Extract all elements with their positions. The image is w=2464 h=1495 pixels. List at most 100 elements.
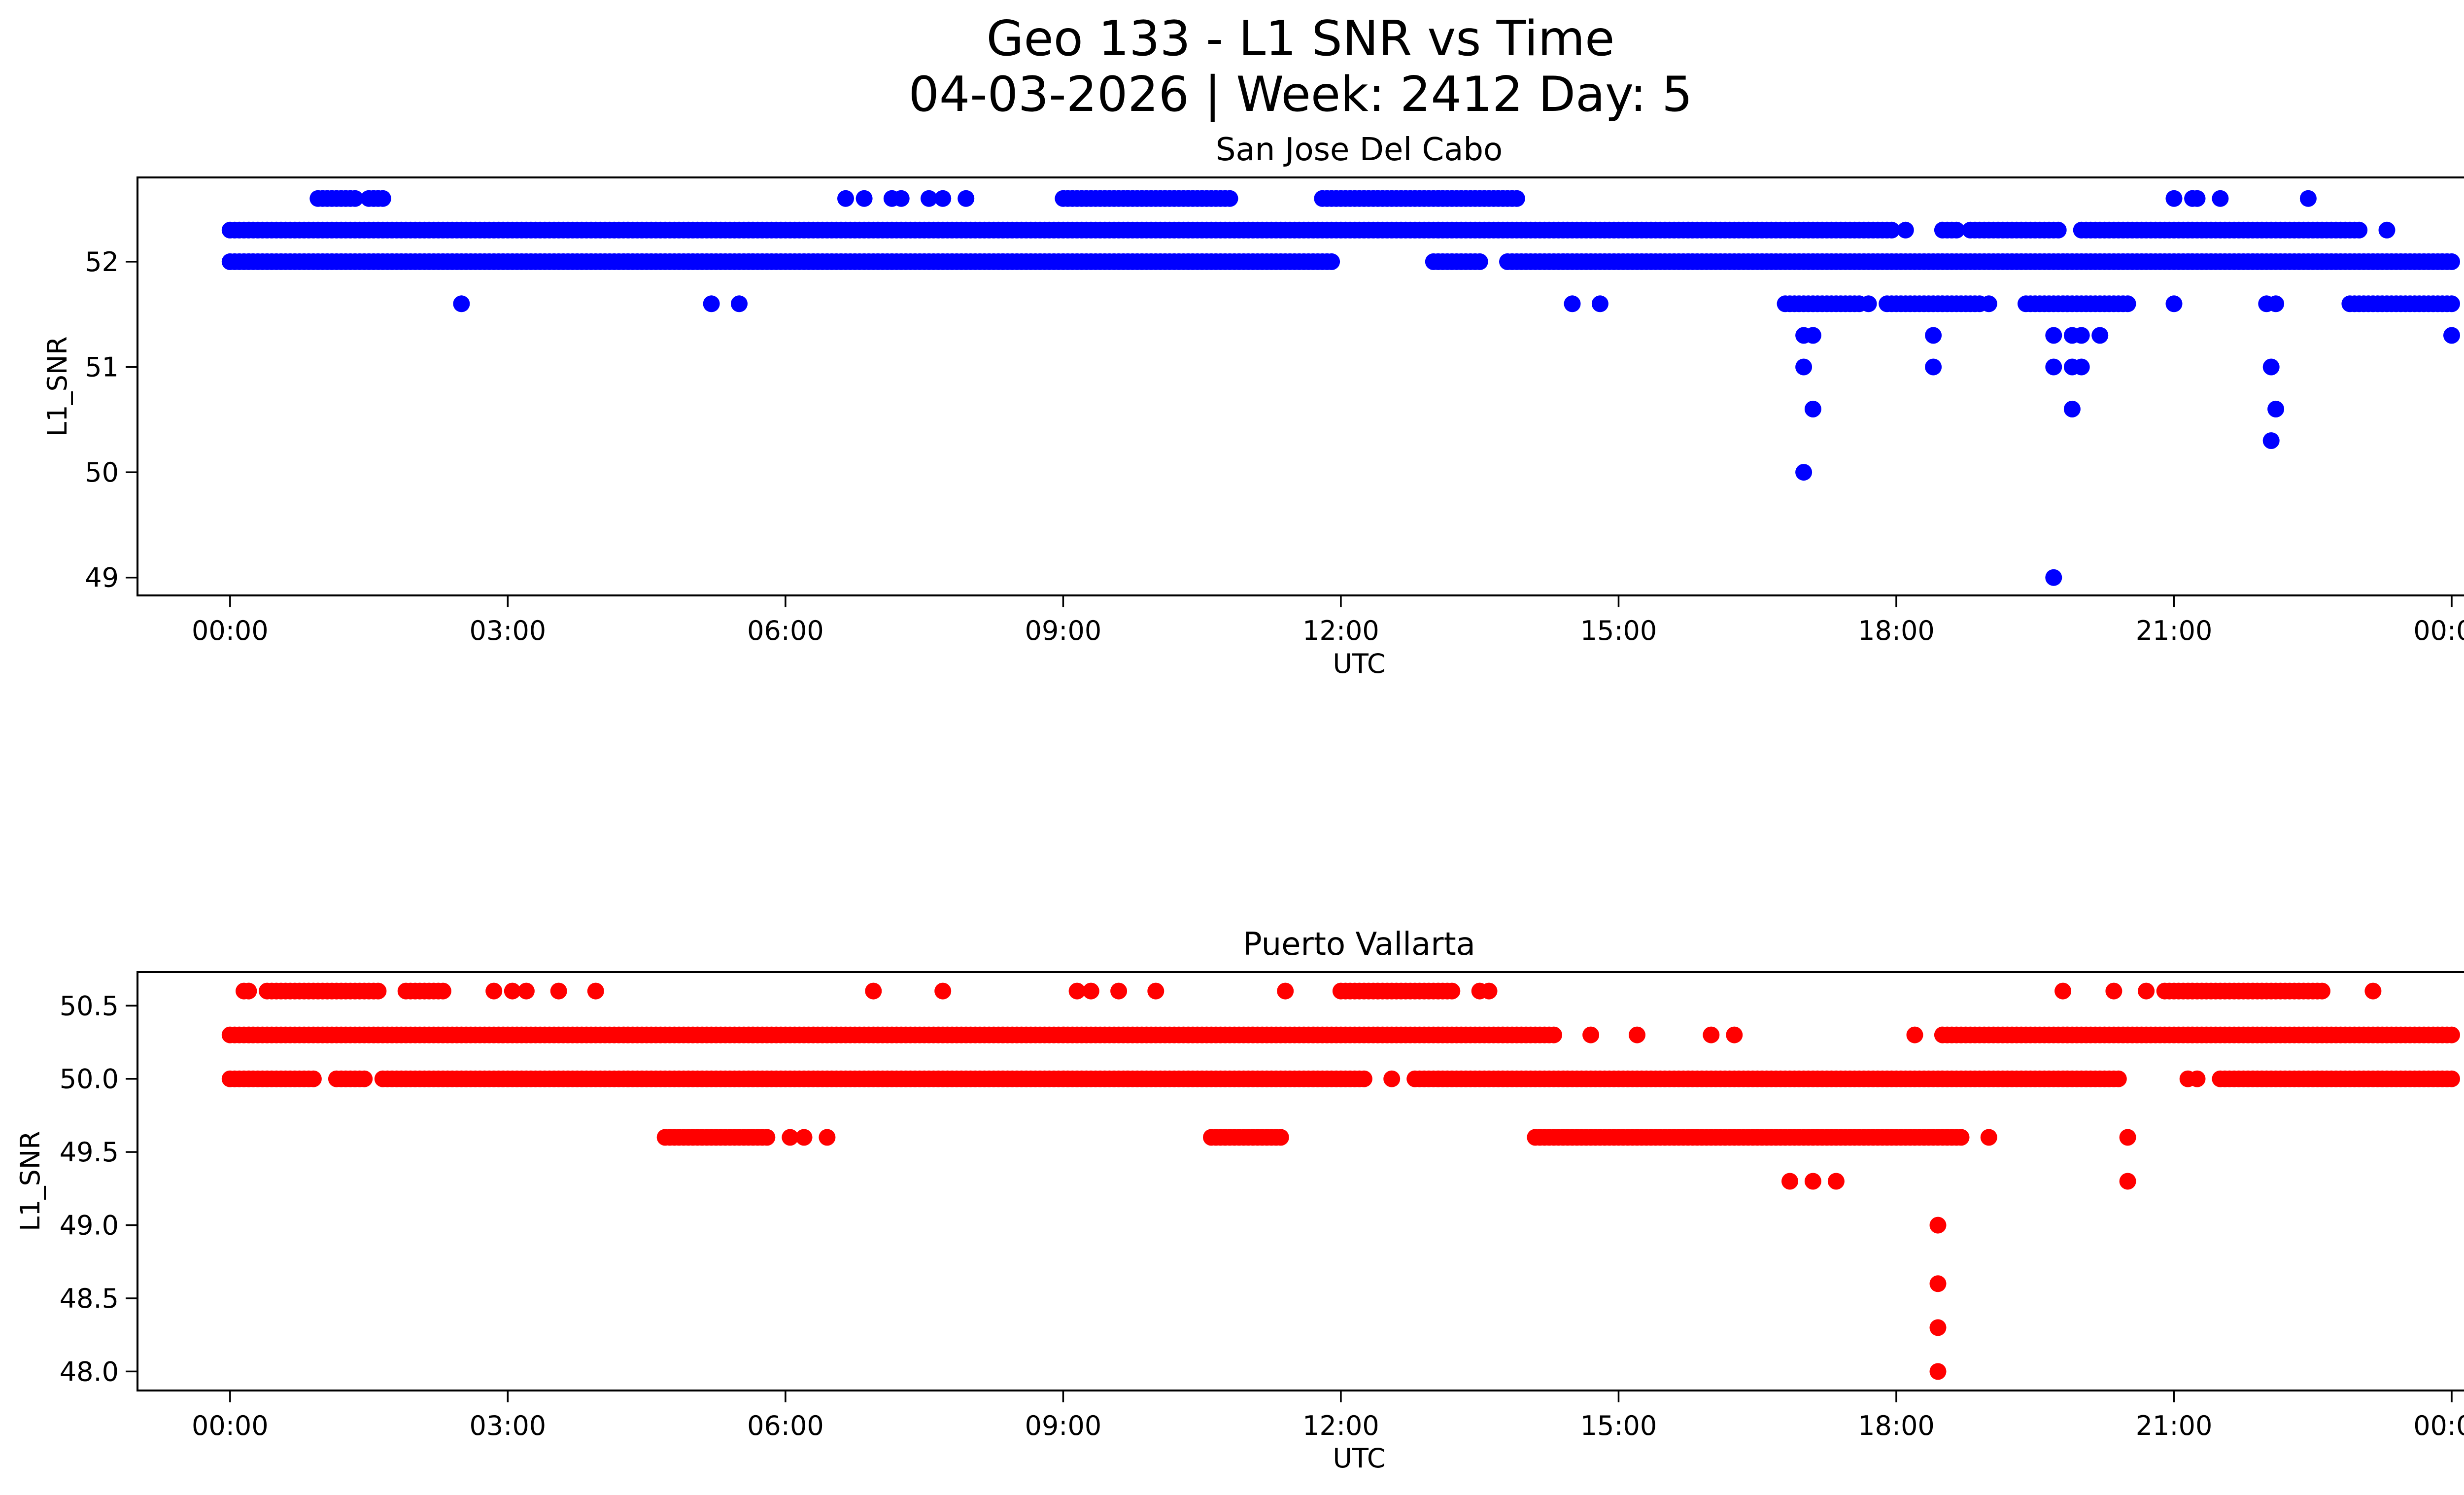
- data-point: [2262, 358, 2280, 376]
- data-point: [2110, 1070, 2127, 1087]
- x-tick-label: 18:00: [1858, 1410, 1935, 1441]
- y-axis-label: L1_SNR: [42, 336, 73, 437]
- data-point: [453, 295, 470, 313]
- data-point: [2189, 1070, 2206, 1087]
- y-tick-label: 49.5: [60, 1137, 119, 1168]
- data-point: [240, 982, 257, 1000]
- data-point: [2165, 295, 2183, 313]
- data-point: [2091, 327, 2109, 344]
- data-point: [1545, 1026, 1562, 1043]
- data-point: [934, 190, 952, 207]
- data-point: [1883, 221, 1900, 239]
- data-point: [2073, 327, 2090, 344]
- data-point: [1471, 253, 1488, 270]
- data-point: [1925, 327, 1942, 344]
- data-point: [2262, 432, 2280, 449]
- data-point: [782, 1129, 799, 1146]
- x-tick-label: 15:00: [1580, 1410, 1657, 1441]
- y-axis-label: L1_SNR: [15, 1131, 46, 1231]
- data-point: [1443, 982, 1461, 1000]
- data-point: [1929, 1363, 1947, 1380]
- x-tick-label: 09:00: [1025, 615, 1102, 646]
- data-point: [819, 1129, 836, 1146]
- data-point: [1480, 982, 1498, 1000]
- data-point: [2443, 1026, 2460, 1043]
- y-tick-label: 50: [85, 457, 119, 488]
- data-point: [2364, 982, 2382, 1000]
- data-point: [2045, 327, 2062, 344]
- data-point: [1980, 1129, 1997, 1146]
- data-point: [856, 190, 873, 207]
- subplot-title: San Jose Del Cabo: [1216, 132, 1503, 168]
- data-point: [2299, 190, 2317, 207]
- x-tick-label: 00:00: [2413, 615, 2464, 646]
- x-tick-label: 21:00: [2136, 1410, 2213, 1441]
- data-point: [1068, 982, 1086, 1000]
- data-point: [2267, 400, 2285, 417]
- y-tick-label: 50.0: [60, 1064, 119, 1095]
- data-point: [703, 295, 720, 313]
- data-point: [1355, 1070, 1372, 1087]
- data-point: [731, 295, 748, 313]
- data-point: [1948, 221, 1965, 239]
- data-point: [2351, 221, 2368, 239]
- y-tick-label: 48.0: [60, 1356, 119, 1387]
- data-point: [1323, 253, 1340, 270]
- data-point: [305, 1070, 322, 1087]
- x-tick-label: 00:00: [2413, 1410, 2464, 1441]
- x-tick-label: 00:00: [192, 615, 269, 646]
- data-point: [865, 982, 882, 1000]
- data-point: [1980, 295, 1997, 313]
- data-point: [758, 1129, 776, 1146]
- data-point: [1582, 1026, 1600, 1043]
- x-tick-label: 06:00: [747, 615, 824, 646]
- x-tick-label: 18:00: [1858, 615, 1935, 646]
- x-axis: 00:00 03:00 06:00 09:00 12:00 15:00 18:00 21:00…: [192, 595, 2464, 646]
- y-tick-label: 49: [85, 562, 119, 593]
- x-axis-label: UTC: [1333, 1443, 1385, 1474]
- data-point: [1827, 1173, 1845, 1190]
- subplot-san-jose-del-cabo: San Jose Del Cabo 00:00 03:00 06:00 09:00 12…: [42, 132, 2464, 679]
- x-tick-label: 12:00: [1302, 1410, 1379, 1441]
- data-point: [2105, 982, 2122, 1000]
- data-point: [1925, 358, 1942, 376]
- y-axis: 48.0 48.5 49.0 49.5 50.0 50.5: [60, 990, 137, 1387]
- y-tick-label: 49.0: [60, 1210, 119, 1241]
- data-point: [2119, 295, 2136, 313]
- data-point: [1383, 1070, 1401, 1087]
- subplot-title: Puerto Vallarta: [1243, 926, 1475, 963]
- data-point: [2443, 295, 2460, 313]
- data-point: [517, 982, 535, 1000]
- data-point: [1929, 1217, 1947, 1234]
- data-point: [2045, 569, 2062, 586]
- data-point: [2119, 1173, 2136, 1190]
- figure-title-line2: 04-03-2026 | Week: 2412 Day: 5: [909, 67, 1693, 123]
- scatter-points: [221, 190, 2460, 586]
- subplot-puerto-vallarta: Puerto Vallarta 00:00 03:00 06:00 09:00 12:0…: [15, 926, 2464, 1474]
- data-point: [1703, 1026, 1720, 1043]
- y-tick-label: 52: [85, 246, 119, 278]
- data-point: [374, 190, 391, 207]
- data-point: [356, 1070, 373, 1087]
- data-point: [1929, 1319, 1947, 1336]
- data-point: [1082, 982, 1099, 1000]
- x-tick-label: 03:00: [470, 1410, 547, 1441]
- data-point: [2314, 982, 2330, 1000]
- data-point: [2050, 221, 2067, 239]
- data-point: [2212, 190, 2229, 207]
- data-point: [2443, 253, 2460, 270]
- data-point: [434, 982, 451, 1000]
- data-point: [1147, 982, 1164, 1000]
- x-tick-label: 12:00: [1302, 615, 1379, 646]
- data-point: [1591, 295, 1608, 313]
- scatter-points: [221, 982, 2460, 1380]
- x-axis-label: UTC: [1333, 648, 1385, 679]
- data-point: [1795, 464, 1813, 481]
- y-axis: 49 50 51 52: [85, 246, 137, 593]
- y-tick-label: 51: [85, 351, 119, 382]
- data-point: [2443, 1070, 2460, 1087]
- data-point: [2165, 190, 2183, 207]
- data-point: [2378, 221, 2396, 239]
